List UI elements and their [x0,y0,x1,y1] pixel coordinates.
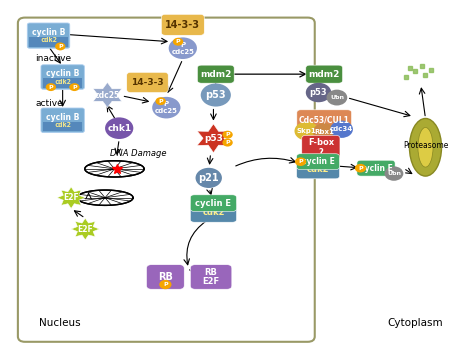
FancyBboxPatch shape [41,108,84,132]
Text: mdm2: mdm2 [309,70,340,79]
Text: cyclin B: cyclin B [32,28,65,37]
Text: P: P [225,140,230,145]
Circle shape [313,123,336,140]
Text: chk1: chk1 [107,124,131,133]
FancyBboxPatch shape [41,65,84,89]
Circle shape [306,83,331,102]
Circle shape [169,37,197,59]
Text: E2F: E2F [63,193,79,202]
Text: RB
E2F: RB E2F [202,268,219,286]
Circle shape [294,122,319,140]
Text: cdc34: cdc34 [330,126,353,132]
Text: P: P [58,44,63,49]
Circle shape [69,83,80,91]
Text: mdm2: mdm2 [200,70,231,79]
Text: p53: p53 [204,134,223,143]
Text: RB: RB [158,272,173,282]
FancyBboxPatch shape [191,195,237,211]
Text: p21: p21 [199,173,219,183]
Text: cyclin E: cyclin E [360,164,392,173]
Text: Ubn: Ubn [387,171,401,176]
Text: Cdc53/CUL1: Cdc53/CUL1 [299,115,350,124]
Text: P: P [158,99,163,104]
Text: Rbx1: Rbx1 [314,129,334,135]
Text: cyclin E: cyclin E [195,199,231,208]
Polygon shape [93,82,122,108]
Circle shape [46,83,56,91]
Text: cdk2: cdk2 [40,37,57,43]
FancyBboxPatch shape [43,78,82,88]
Text: Proteasome: Proteasome [403,141,448,150]
Text: P: P [176,39,181,44]
FancyBboxPatch shape [197,65,234,83]
Circle shape [155,97,166,105]
Circle shape [196,168,222,188]
FancyBboxPatch shape [43,122,82,131]
Circle shape [330,121,353,138]
FancyBboxPatch shape [127,72,168,93]
Text: cyclin E: cyclin E [301,157,335,166]
Text: p53: p53 [206,90,226,100]
Circle shape [355,164,366,172]
Text: inactive: inactive [36,54,72,63]
Polygon shape [71,218,100,240]
Text: P: P [298,159,303,164]
Text: active: active [36,99,63,108]
Circle shape [105,117,133,139]
FancyBboxPatch shape [357,160,395,176]
FancyBboxPatch shape [27,23,70,48]
Text: DNA Damage: DNA Damage [110,149,166,158]
Circle shape [384,166,403,181]
Text: P: P [163,282,168,287]
Circle shape [159,280,172,289]
Text: P: P [225,132,230,137]
FancyBboxPatch shape [297,110,352,129]
Text: cyclin B: cyclin B [46,69,79,78]
Circle shape [222,131,233,139]
FancyBboxPatch shape [191,202,237,222]
Text: Skp1: Skp1 [297,128,317,134]
Circle shape [295,158,306,166]
Polygon shape [57,187,85,208]
Text: cdc25: cdc25 [95,90,120,99]
Text: cdk2: cdk2 [307,165,329,174]
Text: cdk2: cdk2 [54,79,71,85]
Text: E2F: E2F [77,225,93,233]
Text: P
cdc25: P cdc25 [172,42,194,55]
Text: 14-3-3: 14-3-3 [165,20,201,30]
Text: p53: p53 [310,88,328,97]
Circle shape [55,42,65,50]
Circle shape [152,97,181,118]
Circle shape [222,139,233,147]
Text: P: P [358,166,363,171]
Text: Nucleus: Nucleus [39,318,81,327]
Circle shape [201,83,231,107]
FancyBboxPatch shape [191,265,232,289]
Text: Cytoplasm: Cytoplasm [388,318,443,327]
Text: F-box
?: F-box ? [308,138,334,156]
FancyBboxPatch shape [302,135,340,159]
Text: 14-3-3: 14-3-3 [131,78,164,87]
Ellipse shape [418,127,433,167]
Text: cyclin B: cyclin B [46,113,79,122]
Text: P
cdc25: P cdc25 [155,101,178,114]
FancyBboxPatch shape [306,65,343,83]
FancyBboxPatch shape [146,265,184,289]
Circle shape [327,90,347,106]
Text: cdk2: cdk2 [202,208,225,217]
FancyBboxPatch shape [161,15,204,35]
FancyBboxPatch shape [297,154,339,170]
Text: Ubn: Ubn [330,95,344,100]
Ellipse shape [410,118,441,176]
Text: P: P [72,85,77,90]
Polygon shape [197,124,230,153]
FancyBboxPatch shape [297,160,339,179]
FancyBboxPatch shape [29,37,68,47]
Text: P: P [48,85,53,90]
Text: cdk2: cdk2 [54,122,71,128]
Circle shape [173,38,183,46]
